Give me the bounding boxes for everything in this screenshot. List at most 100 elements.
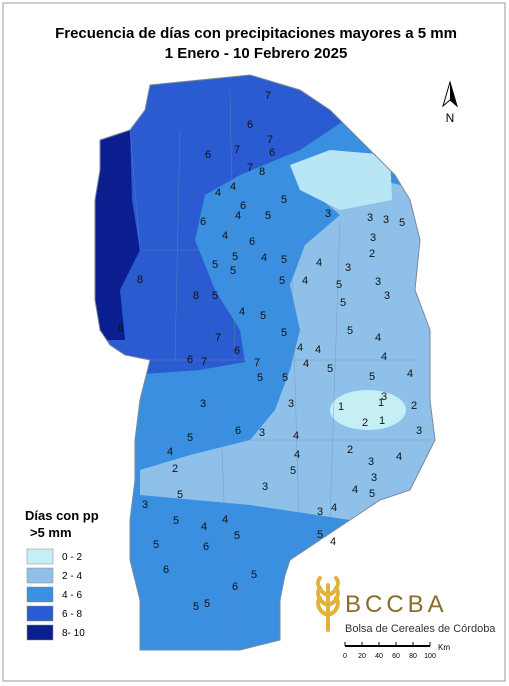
north-label: N xyxy=(446,111,455,125)
station-value: 3 xyxy=(375,276,381,288)
station-value: 3 xyxy=(368,456,374,468)
station-value: 7 xyxy=(267,134,273,146)
station-value: 4 xyxy=(167,446,173,458)
station-value: 4 xyxy=(297,342,303,354)
station-value: 4 xyxy=(331,502,337,514)
station-value: 4 xyxy=(381,351,387,363)
station-value: 4 xyxy=(375,332,381,344)
scale-label: 100 xyxy=(424,653,436,660)
station-value: 4 xyxy=(222,514,228,526)
station-value: 4 xyxy=(294,449,300,461)
station-value: 6 xyxy=(247,119,253,131)
station-value: 8 xyxy=(118,322,124,334)
legend-swatch xyxy=(26,605,54,622)
logo-subtitle: Bolsa de Cereales de Córdoba xyxy=(345,623,496,635)
station-value: 5 xyxy=(251,569,257,581)
station-value: 1 xyxy=(378,397,384,409)
station-value: 5 xyxy=(212,259,218,271)
station-value: 4 xyxy=(239,306,245,318)
legend-title: >5 mm xyxy=(30,525,72,540)
province-outline xyxy=(94,74,436,651)
station-value: 3 xyxy=(142,499,148,511)
scale-label: 0 xyxy=(343,653,347,660)
legend-swatch xyxy=(26,624,54,641)
station-value: 3 xyxy=(416,425,422,437)
station-value: 4 xyxy=(215,187,221,199)
scale-label: 60 xyxy=(392,653,400,660)
station-value: 4 xyxy=(222,230,228,242)
station-value: 2 xyxy=(411,400,417,412)
station-value: 5 xyxy=(399,217,405,229)
station-value: 6 xyxy=(187,354,193,366)
station-value: 7 xyxy=(234,144,240,156)
station-value: 4 xyxy=(201,521,207,533)
station-value: 5 xyxy=(187,432,193,444)
station-value: 7 xyxy=(215,332,221,344)
legend-label: 6 - 8 xyxy=(62,609,82,620)
station-value: 3 xyxy=(367,212,373,224)
station-value: 4 xyxy=(315,344,321,356)
station-value: 5 xyxy=(327,363,333,375)
station-value: 5 xyxy=(290,465,296,477)
station-value: 5 xyxy=(260,310,266,322)
map-subtitle: 1 Enero - 10 Febrero 2025 xyxy=(165,45,348,62)
station-value: 5 xyxy=(257,372,263,384)
station-value: 7 xyxy=(265,90,271,102)
station-value: 3 xyxy=(370,232,376,244)
station-value: 6 xyxy=(200,216,206,228)
logo-name: BCCBA xyxy=(345,591,448,618)
station-value: 5 xyxy=(369,488,375,500)
station-value: 3 xyxy=(384,290,390,302)
station-value: 5 xyxy=(317,529,323,541)
zone-2-4 xyxy=(140,175,435,520)
wheat-icon xyxy=(316,576,340,632)
zone-0-2 xyxy=(330,390,406,430)
station-value: 5 xyxy=(230,265,236,277)
scale-label: 80 xyxy=(409,653,417,660)
station-value: 3 xyxy=(381,391,387,403)
legend-label: 8- 10 xyxy=(62,628,85,639)
station-value: 5 xyxy=(281,254,287,266)
station-value: 5 xyxy=(369,371,375,383)
station-value: 5 xyxy=(336,279,342,291)
station-value: 5 xyxy=(340,297,346,309)
station-value: 5 xyxy=(153,539,159,551)
station-value: 5 xyxy=(265,210,271,222)
station-value: 3 xyxy=(288,398,294,410)
station-value: 7 xyxy=(201,356,207,368)
zone-6-8 xyxy=(95,75,345,375)
station-value: 1 xyxy=(379,415,385,427)
station-value: 5 xyxy=(193,601,199,613)
zone-2-4-light xyxy=(290,150,392,210)
legend-label: 4 - 6 xyxy=(62,590,82,601)
station-value: 4 xyxy=(396,451,402,463)
legend-swatch xyxy=(26,567,54,584)
station-value: 2 xyxy=(172,463,178,475)
logo: BCCBA Bolsa de Cereales de Córdoba xyxy=(316,576,496,635)
station-value: 4 xyxy=(302,275,308,287)
scale-label: 20 xyxy=(358,653,366,660)
legend-swatch xyxy=(26,586,54,603)
station-value: 4 xyxy=(303,358,309,370)
station-value: 3 xyxy=(200,398,206,410)
station-value: 5 xyxy=(234,530,240,542)
station-value: 3 xyxy=(325,208,331,220)
station-value: 3 xyxy=(383,214,389,226)
station-value: 3 xyxy=(262,481,268,493)
zones xyxy=(95,75,435,650)
station-value: 5 xyxy=(232,251,238,263)
station-value: 4 xyxy=(261,252,267,264)
station-value: 3 xyxy=(259,427,265,439)
station-value: 6 xyxy=(234,345,240,357)
scale-unit: Km xyxy=(438,643,450,652)
station-value: 4 xyxy=(230,181,236,193)
station-value: 1 xyxy=(338,401,344,413)
station-value: 3 xyxy=(371,472,377,484)
station-value: 4 xyxy=(352,484,358,496)
legend-label: 0 - 2 xyxy=(62,552,82,563)
station-value: 6 xyxy=(203,541,209,553)
north-arrow-half xyxy=(450,82,457,106)
zone-8-10 xyxy=(95,120,140,340)
